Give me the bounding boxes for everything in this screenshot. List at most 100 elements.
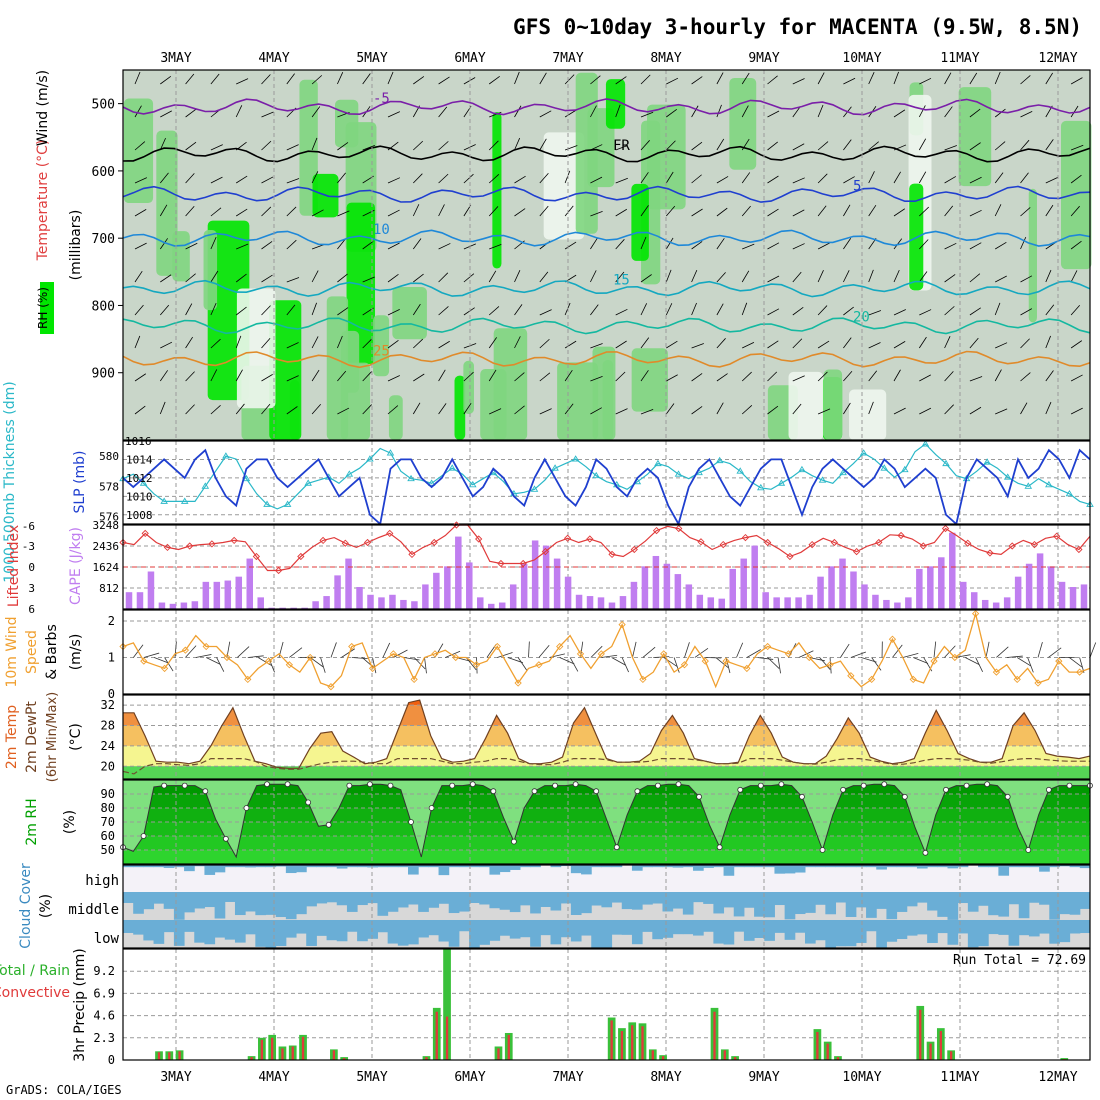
- wind-barb: [159, 172, 169, 184]
- cloud-bar: [448, 865, 460, 868]
- cloud-bar: [845, 892, 857, 917]
- precip-convective-bar: [620, 1031, 624, 1060]
- cloud-bar: [458, 865, 470, 868]
- wind-barb: [792, 243, 805, 250]
- cloud-bar: [896, 865, 908, 868]
- wind-barb: [289, 647, 303, 658]
- wind-barb: [640, 274, 652, 283]
- wind-marker: [452, 653, 460, 662]
- wind-barb: [210, 338, 221, 349]
- cloud-bar: [214, 892, 226, 919]
- wind-barb: [741, 404, 753, 415]
- cape-tick-label: 2436: [93, 540, 120, 553]
- wind-barb: [438, 403, 447, 415]
- wind-barb: [160, 274, 172, 283]
- contour-label: 10: [373, 222, 390, 238]
- cloud-bar: [397, 892, 409, 908]
- wind-barb: [792, 338, 803, 349]
- cloud-bar: [876, 865, 887, 870]
- contour-label: FR: [613, 138, 630, 154]
- cape-bar: [169, 603, 177, 609]
- wind-barb: [742, 243, 755, 250]
- wind-barb: [590, 645, 603, 658]
- cloud-bar: [173, 892, 185, 920]
- precip-convective-bar: [661, 1056, 665, 1060]
- wind-barb: [235, 306, 247, 316]
- wind-barb: [665, 303, 673, 316]
- wind-tick-label: 1: [108, 650, 115, 664]
- wind-barb: [1070, 374, 1083, 382]
- wind-barb: [1045, 269, 1052, 283]
- cape-bar: [191, 601, 199, 609]
- wind-marker: [784, 650, 793, 658]
- cloud-bar: [937, 892, 948, 917]
- wind-barb: [590, 407, 602, 415]
- cape-bar: [356, 587, 363, 609]
- cape-bar: [773, 597, 780, 609]
- wind-barb: [463, 307, 475, 316]
- y-tick-label: 500: [92, 98, 115, 113]
- wind-barb: [665, 171, 674, 184]
- wind-barb: [154, 657, 170, 664]
- li-marker: [563, 534, 572, 542]
- cloud-bar: [927, 892, 938, 911]
- wind-barb: [918, 336, 927, 349]
- wind-barb: [829, 657, 832, 674]
- wind-barb: [1070, 340, 1083, 349]
- wind-barb: [362, 371, 372, 382]
- li-marker: [519, 559, 527, 568]
- wind-marker: [1034, 679, 1042, 687]
- cloud-bar: [418, 892, 429, 912]
- wind-barb: [694, 647, 709, 658]
- wind-barb: [590, 211, 603, 217]
- cloud-bar: [224, 920, 236, 940]
- cloud-bar: [285, 920, 297, 938]
- cape-bar: [883, 599, 890, 609]
- cloud-bar: [214, 865, 226, 873]
- cloud-bar: [1008, 920, 1020, 946]
- cape-bar: [455, 536, 462, 609]
- wind-marker: [971, 610, 980, 618]
- cloud-bar: [825, 865, 837, 868]
- contour-label: 15: [613, 273, 630, 289]
- wind-barb: [247, 655, 264, 658]
- wind-barb: [691, 343, 704, 349]
- precip-convective-bar: [929, 1043, 932, 1060]
- wind-barb: [261, 241, 273, 250]
- wind-barb: [716, 207, 728, 217]
- rh2m-marker: [161, 782, 168, 789]
- wind-barb: [843, 370, 853, 382]
- wind-barb: [185, 242, 198, 250]
- wind-barb: [913, 657, 929, 664]
- li-line: [122, 524, 1091, 572]
- wind-barb: [691, 141, 703, 151]
- cloud-bar: [408, 892, 419, 905]
- cloud-bar: [255, 865, 267, 868]
- cape-bar: [1014, 576, 1022, 609]
- cloud-bar: [204, 892, 216, 908]
- cloud-bar: [499, 892, 511, 910]
- wind-barb: [134, 242, 147, 250]
- wind-barb: [615, 104, 621, 118]
- wind-barb: [792, 209, 805, 217]
- cloud-bar: [387, 865, 399, 868]
- wind-barb: [210, 404, 221, 415]
- li-marker: [430, 538, 438, 547]
- li-axis-label: Lifted Index: [6, 525, 22, 607]
- top-date-label: 8MAY: [650, 51, 681, 66]
- temperature-contour: [122, 279, 1091, 298]
- cloud-bar: [408, 865, 419, 875]
- rh2m-marker: [181, 782, 188, 789]
- wind-barb: [792, 271, 802, 283]
- wind-barb: [969, 337, 979, 349]
- precip-tick-label: 9.2: [93, 964, 115, 978]
- cloud-bar: [947, 920, 959, 945]
- cloud-bar: [245, 865, 256, 868]
- wind-barb: [741, 205, 751, 217]
- cloud-bar: [1028, 865, 1040, 868]
- cape-bar: [762, 592, 769, 609]
- wind-barb: [1027, 657, 1034, 673]
- li-marker: [764, 538, 772, 547]
- wind-barb: [387, 177, 401, 184]
- wind-barb: [817, 173, 828, 184]
